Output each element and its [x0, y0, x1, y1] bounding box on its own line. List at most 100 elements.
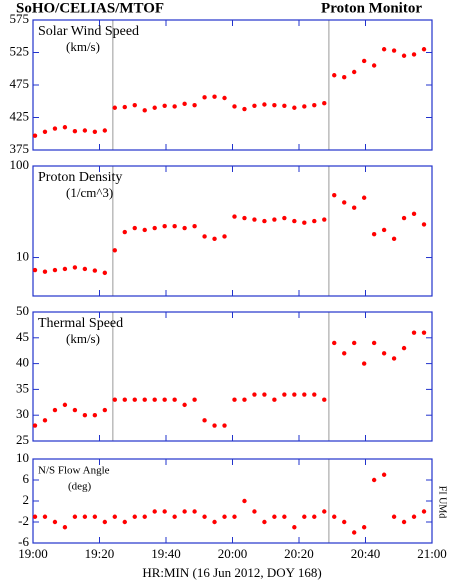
- data-point: [332, 73, 337, 78]
- data-point: [282, 514, 287, 519]
- data-point: [72, 407, 78, 413]
- y-tick-label: 25: [16, 432, 29, 447]
- data-point: [112, 105, 117, 110]
- data-point: [92, 514, 98, 519]
- header-left: SoHO/CELIAS/MTOF: [16, 0, 164, 16]
- data-point: [302, 514, 307, 519]
- data-point: [322, 217, 327, 222]
- data-point: [361, 58, 367, 64]
- data-point: [282, 215, 287, 221]
- data-point: [102, 519, 108, 525]
- data-point: [292, 218, 297, 224]
- y-tick-label: 10: [16, 249, 29, 264]
- data-point: [52, 126, 58, 131]
- data-point: [42, 514, 48, 519]
- data-point: [212, 236, 217, 242]
- data-point: [401, 519, 407, 525]
- data-point: [391, 236, 397, 242]
- data-point: [192, 223, 197, 229]
- data-point: [312, 218, 317, 224]
- data-point: [351, 530, 357, 535]
- data-point: [282, 392, 287, 397]
- data-point: [192, 397, 197, 402]
- data-point: [62, 125, 68, 130]
- panel-unit: (km/s): [66, 39, 100, 54]
- data-point: [361, 525, 367, 530]
- data-point: [292, 392, 297, 397]
- data-point: [381, 351, 387, 356]
- data-point: [122, 229, 127, 235]
- data-point: [192, 102, 197, 108]
- data-point: [232, 104, 237, 109]
- data-point: [42, 418, 48, 423]
- data-point: [42, 129, 48, 134]
- data-point: [272, 397, 277, 402]
- data-point: [62, 525, 68, 530]
- data-point: [411, 514, 417, 519]
- data-point: [401, 345, 407, 351]
- data-point: [302, 104, 307, 109]
- data-point: [411, 330, 417, 335]
- header-right: Proton Monitor: [321, 0, 422, 16]
- data-point: [182, 402, 187, 408]
- data-point: [92, 129, 98, 134]
- data-point: [351, 69, 357, 75]
- data-point: [92, 413, 98, 418]
- data-point: [332, 340, 337, 346]
- data-point: [52, 267, 58, 273]
- data-point: [361, 195, 367, 200]
- data-point: [421, 509, 427, 514]
- data-point: [112, 248, 117, 253]
- y-tick-label: -2: [18, 513, 29, 528]
- data-point: [351, 340, 357, 346]
- data-point: [202, 95, 207, 100]
- data-point: [332, 192, 337, 198]
- data-point: [312, 514, 317, 519]
- y-tick-label: 6: [23, 471, 30, 486]
- data-point: [212, 94, 217, 99]
- data-point: [401, 215, 407, 221]
- panel-unit: (1/cm^3): [66, 185, 113, 200]
- y-tick-label: -6: [18, 534, 29, 549]
- data-point: [411, 211, 417, 217]
- data-point: [122, 519, 127, 525]
- data-point: [391, 514, 397, 519]
- data-point: [152, 509, 157, 514]
- data-point: [371, 63, 377, 68]
- data-point: [182, 101, 187, 107]
- data-point: [232, 214, 237, 219]
- data-point: [371, 340, 377, 346]
- x-tick-label: 20:20: [284, 546, 314, 561]
- data-point: [342, 200, 347, 205]
- data-point: [401, 53, 407, 58]
- x-tick-label: 20:00: [218, 546, 248, 561]
- data-point: [112, 397, 117, 402]
- data-point: [32, 133, 38, 138]
- data-point: [371, 231, 377, 237]
- y-tick-label: 425: [10, 108, 30, 123]
- data-point: [152, 105, 157, 110]
- y-tick-label: 50: [16, 303, 29, 318]
- panel-unit: (km/s): [66, 331, 100, 346]
- x-tick-label: 21:00: [417, 546, 447, 561]
- data-point: [202, 418, 207, 423]
- data-point: [102, 128, 108, 133]
- data-point: [391, 356, 397, 361]
- data-point: [391, 48, 397, 53]
- data-point: [252, 103, 257, 109]
- data-point: [242, 106, 247, 112]
- data-point: [342, 519, 347, 525]
- data-point: [282, 103, 287, 109]
- data-point: [172, 397, 177, 402]
- x-tick-label: 19:40: [151, 546, 181, 561]
- data-point: [421, 47, 427, 52]
- panel-unit: (deg): [68, 481, 92, 493]
- data-point: [252, 217, 257, 222]
- data-point: [252, 392, 257, 397]
- data-point: [162, 509, 167, 514]
- data-point: [212, 519, 217, 525]
- data-point: [162, 397, 167, 402]
- data-point: [92, 268, 98, 273]
- data-point: [312, 102, 317, 108]
